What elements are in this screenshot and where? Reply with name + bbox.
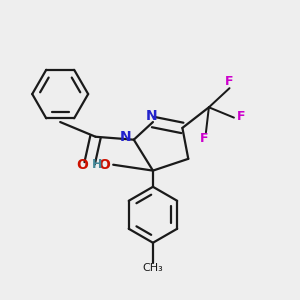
Text: O: O	[98, 158, 110, 172]
Text: F: F	[237, 110, 245, 123]
Text: N: N	[146, 109, 157, 123]
Text: F: F	[200, 132, 209, 145]
Text: N: N	[120, 130, 131, 144]
Text: F: F	[225, 75, 234, 88]
Text: CH₃: CH₃	[142, 263, 163, 273]
Text: O: O	[76, 158, 88, 172]
Text: H: H	[92, 158, 102, 171]
